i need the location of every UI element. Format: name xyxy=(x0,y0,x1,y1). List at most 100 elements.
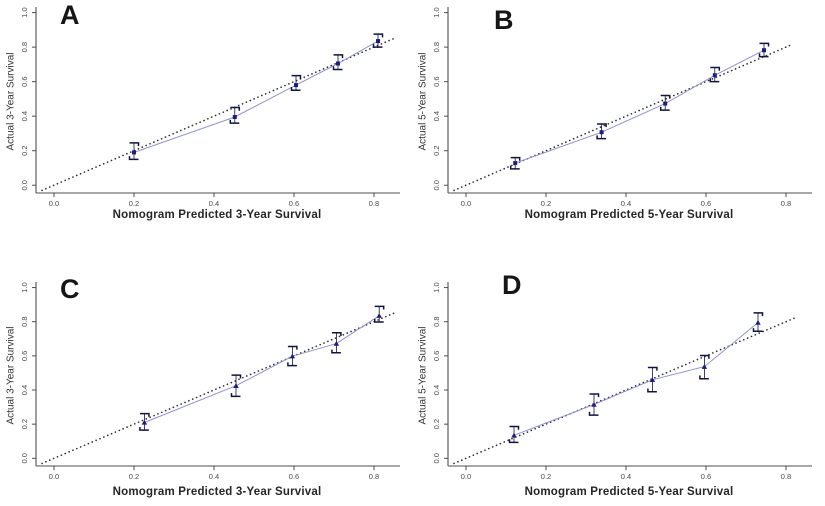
error-bar-cap-lower xyxy=(230,393,241,398)
error-bar-cap-upper xyxy=(287,345,298,350)
y-axis-title: Actual 5-Year Survival xyxy=(417,326,429,425)
y-tick-label: 0.4 xyxy=(20,111,29,121)
ideal-reference-line xyxy=(453,316,797,465)
calibration-line xyxy=(515,49,765,164)
y-tick-label: 0.2 xyxy=(432,145,441,155)
panel-a-letter: A xyxy=(60,0,80,30)
error-bar-cap-upper xyxy=(374,305,385,310)
calibration-plot-b: 0.0 0.2 0.4 0.6 0.8 0.0 0.2 0.4 0.6 0.8 1.0 xyxy=(432,7,812,208)
panel-d: 0.0 0.2 0.4 0.6 0.8 0.0 0.2 0.4 0.6 0.8 1.0 D Actu… xyxy=(412,253,825,506)
error-bar-cap-upper xyxy=(753,312,764,317)
x-ticks: 0.0 0.2 0.4 0.6 0.8 xyxy=(49,193,379,208)
data-point xyxy=(755,319,761,325)
x-tick-label: 0.2 xyxy=(541,199,551,208)
y-tick-label: 0.8 xyxy=(20,42,29,52)
data-point xyxy=(233,383,239,388)
error-bar-cap-upper xyxy=(129,142,140,147)
x-axis-title: Nomogram Predicted 5-Year Survival xyxy=(524,209,734,221)
x-tick-label: 0.4 xyxy=(621,199,631,208)
panel-b-letter: B xyxy=(494,5,514,35)
data-point xyxy=(132,150,136,155)
data-point xyxy=(591,401,597,407)
y-tick-label: 1.0 xyxy=(20,282,29,292)
data-point xyxy=(232,115,237,120)
y-tick-label: 0.8 xyxy=(432,316,441,326)
data-point xyxy=(141,419,148,425)
error-bar-cap-lower xyxy=(331,349,341,354)
error-bar-cap-lower xyxy=(508,439,519,444)
data-point-markers xyxy=(132,39,380,155)
x-tick-label: 0.2 xyxy=(129,199,139,208)
error-bar-cap-upper xyxy=(139,412,150,417)
error-bar-cap-upper xyxy=(699,354,710,359)
x-axis-title: Nomogram Predicted 5-Year Survival xyxy=(524,486,734,498)
error-bar-cap-lower xyxy=(373,318,384,323)
error-bar-cap-upper xyxy=(509,425,520,430)
x-axis-title: Nomogram Predicted 3-Year Survival xyxy=(112,486,322,498)
error-bar-cap-lower xyxy=(709,78,720,83)
x-tick-label: 0.8 xyxy=(781,199,791,208)
y-tick-label: 1.0 xyxy=(432,7,441,17)
panel-d-letter: D xyxy=(502,270,522,300)
error-bar-cap-upper xyxy=(647,366,658,371)
data-point xyxy=(599,130,604,135)
x-tick-label: 0.4 xyxy=(209,199,219,208)
y-tick-label: 0.0 xyxy=(432,453,441,463)
data-point xyxy=(333,340,340,346)
error-bar-cap-lower xyxy=(699,375,709,380)
x-tick-label: 0.6 xyxy=(289,472,299,481)
y-axis-title: Actual 5-Year Survival xyxy=(417,52,429,151)
ideal-reference-line xyxy=(453,43,793,192)
data-point xyxy=(712,73,717,78)
error-bar-cap-upper xyxy=(373,33,384,38)
error-bar-cap-lower xyxy=(596,135,607,140)
error-bar-cap-upper xyxy=(510,156,521,161)
error-bar-cap-lower xyxy=(647,388,657,393)
x-tick-label: 0.6 xyxy=(701,472,711,481)
data-point xyxy=(376,313,382,318)
y-tick-label: 0.6 xyxy=(20,76,29,86)
y-axis-title-wrap: Actual 5-Year Survival xyxy=(414,10,432,193)
x-tick-label: 0.4 xyxy=(209,472,219,481)
y-tick-label: 1.0 xyxy=(432,282,441,292)
error-bars xyxy=(508,312,764,444)
data-point xyxy=(513,161,518,166)
data-point-markers xyxy=(511,319,761,438)
y-tick-label: 0.8 xyxy=(20,316,29,326)
x-tick-label: 0.8 xyxy=(369,199,379,208)
calibration-plot-c: 0.0 0.2 0.4 0.6 0.8 0.0 0.2 0.4 0.6 0.8 1.0 xyxy=(20,282,400,481)
error-bar-cap-upper xyxy=(333,54,344,59)
y-tick-label: 0.6 xyxy=(20,351,29,361)
calibration-line xyxy=(133,40,379,153)
error-bar-cap-upper xyxy=(660,94,671,99)
y-axis-title: Actual 3-Year Survival xyxy=(5,326,17,425)
error-bar-cap-upper xyxy=(291,74,302,79)
data-point xyxy=(511,432,517,438)
x-ticks: 0.0 0.2 0.4 0.6 0.8 xyxy=(461,466,791,481)
ideal-reference-line xyxy=(41,311,397,465)
y-tick-label: 0.2 xyxy=(20,419,29,429)
error-bar-cap-lower xyxy=(332,66,343,71)
y-tick-label: 0.4 xyxy=(20,385,29,395)
x-ticks: 0.0 0.2 0.4 0.6 0.8 xyxy=(461,193,791,208)
error-bar-cap-lower xyxy=(659,106,670,111)
y-tick-label: 0.4 xyxy=(432,111,441,121)
error-bar-cap-upper xyxy=(759,42,770,47)
data-point xyxy=(762,48,766,53)
y-ticks: 0.0 0.2 0.4 0.6 0.8 1.0 xyxy=(20,282,36,464)
y-axis-title-wrap: Actual 5-Year Survival xyxy=(414,285,432,466)
error-bars xyxy=(509,42,770,170)
x-tick-label: 0.0 xyxy=(461,199,471,208)
error-bar-cap-lower xyxy=(229,119,240,124)
x-tick-label: 0.8 xyxy=(369,472,379,481)
error-bar-cap-upper xyxy=(231,374,242,379)
data-point xyxy=(294,83,298,88)
error-bar-cap-lower xyxy=(287,362,297,367)
y-tick-label: 0.6 xyxy=(432,76,441,86)
x-axis-title: Nomogram Predicted 3-Year Survival xyxy=(112,209,322,221)
y-tick-label: 0.0 xyxy=(20,453,29,463)
error-bar-cap-upper xyxy=(331,332,342,337)
y-tick-label: 0.0 xyxy=(432,180,441,190)
y-tick-label: 0.2 xyxy=(20,145,29,155)
data-point xyxy=(289,353,296,359)
